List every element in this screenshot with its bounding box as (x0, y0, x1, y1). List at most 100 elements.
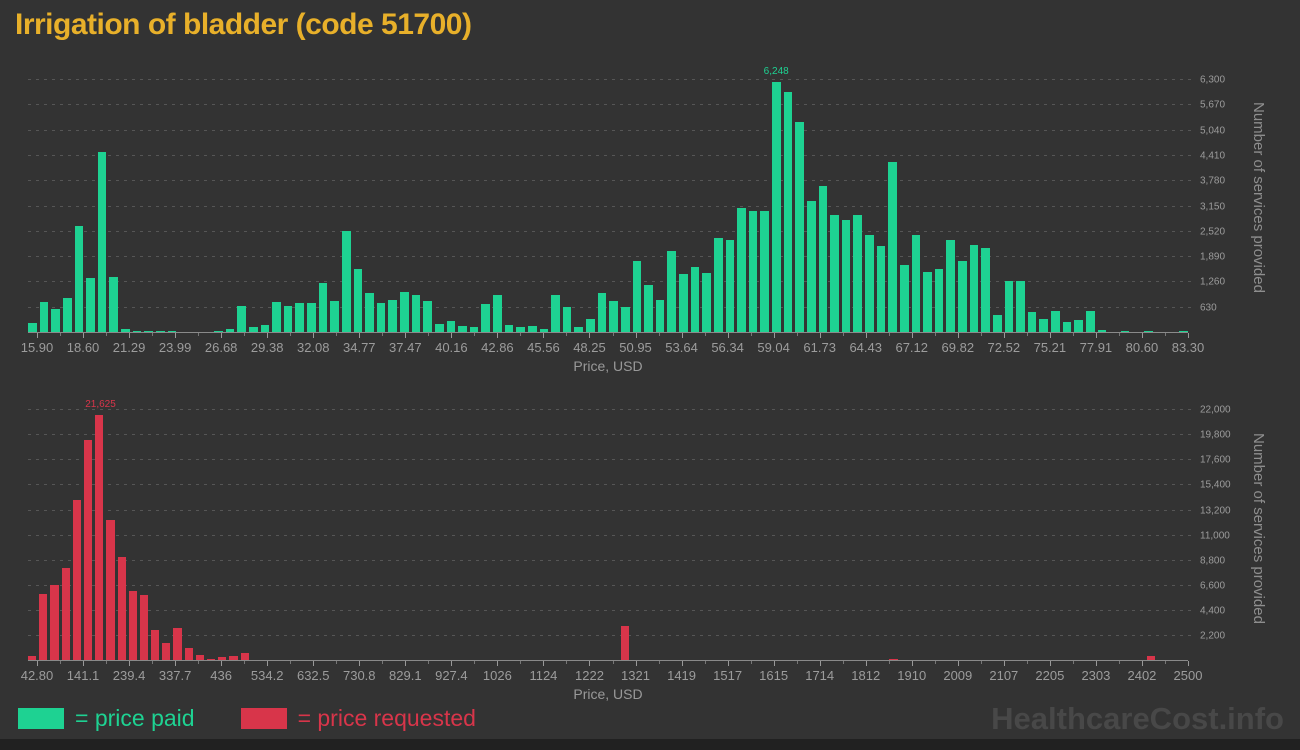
bar[interactable] (173, 627, 182, 661)
bar[interactable] (62, 297, 72, 333)
bar[interactable] (795, 122, 804, 333)
bar[interactable] (458, 326, 467, 333)
bar[interactable] (516, 326, 525, 333)
bar[interactable] (195, 654, 204, 661)
bar[interactable] (272, 302, 281, 333)
bar[interactable] (888, 161, 897, 333)
bar[interactable] (225, 329, 235, 333)
bar[interactable] (574, 326, 583, 333)
bar[interactable] (783, 92, 793, 333)
bar[interactable] (713, 238, 723, 333)
bar[interactable] (876, 245, 886, 333)
bar[interactable] (1097, 329, 1107, 333)
bar[interactable] (469, 326, 479, 333)
bar[interactable] (117, 557, 126, 661)
bar[interactable] (97, 151, 107, 333)
bar[interactable] (86, 278, 95, 333)
bar[interactable] (318, 283, 328, 333)
bar[interactable] (184, 647, 193, 661)
bar[interactable] (772, 82, 781, 333)
bar[interactable] (151, 630, 160, 661)
bar[interactable] (51, 309, 60, 333)
bar[interactable] (923, 272, 932, 333)
bar[interactable] (889, 658, 898, 661)
bar[interactable] (1039, 318, 1048, 333)
bar[interactable] (353, 268, 363, 333)
bar[interactable] (1085, 310, 1095, 333)
bar[interactable] (748, 211, 758, 333)
bar[interactable] (139, 595, 149, 661)
bar[interactable] (981, 247, 990, 333)
bar[interactable] (690, 266, 700, 333)
bar[interactable] (632, 260, 642, 333)
bar[interactable] (865, 235, 874, 333)
bar[interactable] (644, 284, 653, 333)
bar[interactable] (504, 324, 514, 333)
bar[interactable] (992, 314, 1002, 333)
bar[interactable] (400, 292, 409, 333)
bar[interactable] (1004, 281, 1014, 333)
bar[interactable] (95, 414, 104, 661)
bar[interactable] (655, 300, 665, 333)
bar[interactable] (28, 656, 37, 661)
bar[interactable] (50, 585, 59, 661)
bar[interactable] (446, 321, 456, 333)
bar[interactable] (586, 318, 595, 333)
bar[interactable] (295, 302, 304, 333)
bar[interactable] (28, 322, 37, 333)
bar[interactable] (39, 594, 48, 661)
bar[interactable] (218, 657, 227, 661)
bar[interactable] (969, 245, 979, 333)
bar[interactable] (1146, 656, 1155, 661)
bar[interactable] (1016, 281, 1025, 333)
bar[interactable] (434, 323, 444, 333)
bar[interactable] (493, 294, 502, 333)
bar[interactable] (229, 656, 238, 661)
bar[interactable] (39, 301, 49, 333)
bar[interactable] (597, 293, 607, 333)
bar[interactable] (958, 261, 967, 333)
bar[interactable] (423, 300, 432, 333)
bar[interactable] (620, 625, 630, 661)
bar[interactable] (1051, 310, 1060, 333)
bar[interactable] (121, 329, 130, 333)
bar[interactable] (725, 240, 735, 333)
bar[interactable] (667, 251, 676, 333)
bar[interactable] (307, 302, 316, 333)
bar[interactable] (376, 302, 386, 333)
bar[interactable] (620, 307, 630, 333)
bar[interactable] (74, 226, 84, 333)
bar[interactable] (679, 273, 688, 333)
bar[interactable] (841, 220, 851, 333)
bar[interactable] (341, 230, 351, 333)
bar[interactable] (830, 215, 839, 333)
bar[interactable] (109, 277, 118, 333)
bar[interactable] (806, 200, 816, 333)
bar[interactable] (818, 186, 828, 333)
bar[interactable] (61, 568, 70, 661)
bar[interactable] (72, 499, 81, 661)
bar[interactable] (248, 327, 258, 333)
bar[interactable] (934, 268, 944, 333)
bar[interactable] (527, 326, 537, 333)
bar[interactable] (132, 330, 142, 333)
bar[interactable] (260, 324, 270, 333)
bar[interactable] (388, 300, 397, 333)
bar[interactable] (330, 300, 339, 333)
bar[interactable] (240, 652, 249, 661)
bar[interactable] (702, 272, 711, 333)
bar[interactable] (562, 307, 572, 333)
bar[interactable] (1062, 322, 1072, 333)
bar[interactable] (946, 239, 955, 333)
bar[interactable] (411, 295, 421, 333)
bar[interactable] (737, 208, 746, 333)
bar[interactable] (167, 330, 177, 333)
bar[interactable] (83, 439, 93, 661)
bar[interactable] (365, 293, 374, 333)
bar[interactable] (911, 235, 921, 333)
bar[interactable] (551, 294, 560, 333)
bar[interactable] (899, 264, 909, 333)
bar[interactable] (760, 210, 769, 333)
bar[interactable] (539, 329, 549, 333)
bar[interactable] (106, 519, 115, 661)
